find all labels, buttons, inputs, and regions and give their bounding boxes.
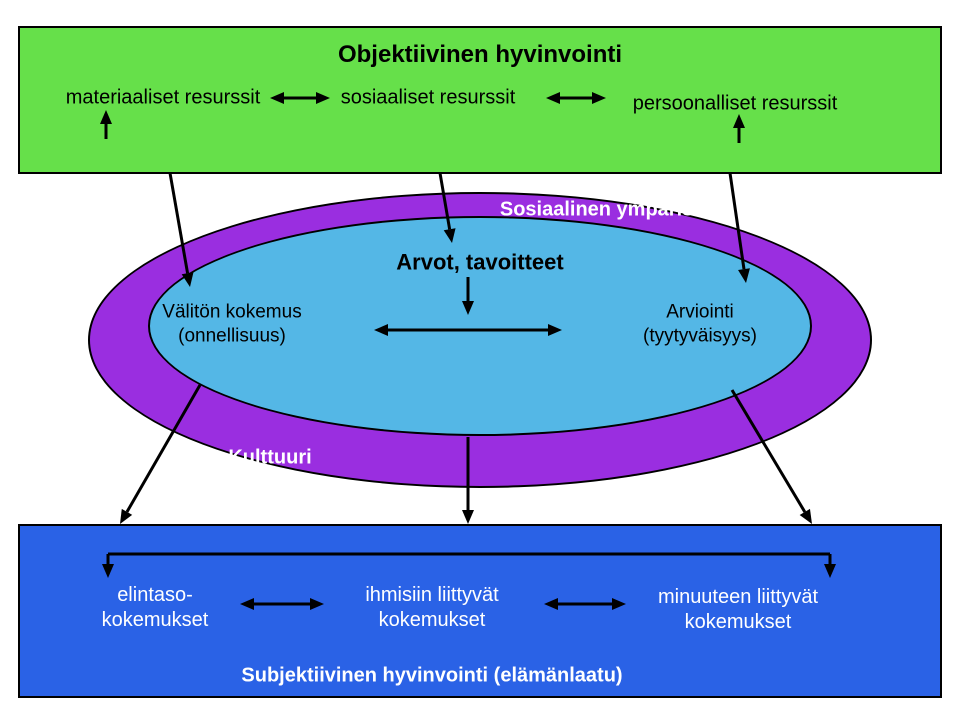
title-subjective-wellbeing: Subjektiivinen hyvinvointi (elämänlaatu) [241, 664, 622, 689]
label-people-experiences: ihmisiin liittyvät kokemukset [365, 583, 498, 633]
label-values-goals: Arvot, tavoitteet [396, 248, 563, 276]
label-livinglevel-experiences: elintaso- kokemukset [102, 583, 209, 633]
title-objective-wellbeing: Objektiivinen hyvinvointi [338, 40, 622, 70]
label-social-resources: sosiaaliset resurssit [341, 86, 516, 111]
label-immediate-experience: Välitön kokemus (onnellisuus) [162, 300, 301, 348]
label-personal-resources: persoonalliset resurssit [633, 92, 838, 117]
label-social-environment: Sosiaalinen ympäristö [500, 198, 712, 223]
label-material-resources: materiaaliset resurssit [66, 86, 261, 111]
label-self-experiences: minuuteen liittyvät kokemukset [658, 585, 818, 635]
diagram-stage: Objektiivinen hyvinvointi materiaaliset … [0, 0, 960, 720]
label-culture: Kulttuuri [228, 446, 311, 471]
label-evaluation: Arviointi (tyytyväisyys) [643, 300, 757, 348]
